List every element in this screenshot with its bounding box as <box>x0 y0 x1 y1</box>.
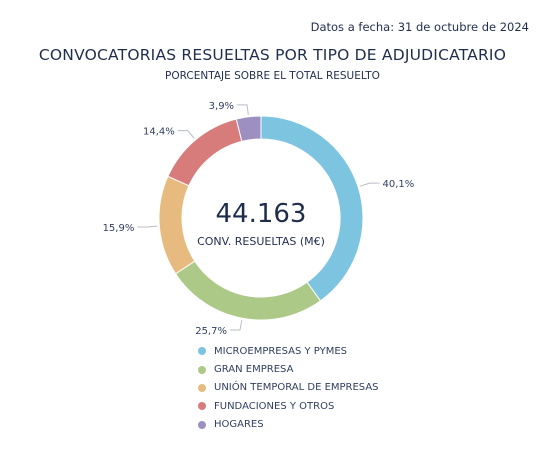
data-label-1: 25,7% <box>195 326 227 337</box>
slice-3[interactable] <box>167 118 243 187</box>
slice-1[interactable] <box>174 260 322 321</box>
center-value: 44.163 <box>216 199 307 229</box>
legend-dot <box>198 365 206 374</box>
legend-item[interactable]: GRAN EMPRESA <box>198 360 379 378</box>
legend-label: UNIÓN TEMPORAL DE EMPRESAS <box>214 382 379 394</box>
legend-item[interactable]: UNIÓN TEMPORAL DE EMPRESAS <box>198 379 379 397</box>
legend-label: GRAN EMPRESA <box>214 364 294 376</box>
slice-4[interactable] <box>235 115 262 142</box>
legend-item[interactable]: MICROEMPRESAS Y PYMES <box>198 342 379 360</box>
leader-line-1 <box>229 320 243 331</box>
center-label: CONV. RESUELTAS (M€) <box>197 235 325 248</box>
legend-item[interactable]: HOGARES <box>198 416 379 434</box>
data-label-3: 14,4% <box>143 127 175 138</box>
data-label-4: 3,9% <box>209 101 234 112</box>
legend-dot <box>198 347 206 356</box>
data-label-0: 40,1% <box>383 179 415 190</box>
leader-line-3 <box>177 130 195 139</box>
legend-label: FUNDACIONES Y OTROS <box>214 400 335 412</box>
legend-dot <box>198 402 206 411</box>
date-label: Datos a fecha: 31 de octubre de 2024 <box>310 20 529 34</box>
chart-subtitle: PORCENTAJE SOBRE EL TOTAL RESUELTO <box>165 70 380 82</box>
slice-2[interactable] <box>158 175 196 275</box>
legend-dot <box>198 383 206 392</box>
legend: MICROEMPRESAS Y PYMES GRAN EMPRESA UNIÓN T… <box>198 342 379 434</box>
data-labels: 40,1% 25,7% 15,9% 14,4% 3,9% <box>103 101 415 337</box>
leader-line-0 <box>359 182 380 187</box>
leader-line-2 <box>137 225 158 228</box>
legend-item[interactable]: FUNDACIONES Y OTROS <box>198 397 379 415</box>
legend-label: MICROEMPRESAS Y PYMES <box>214 345 348 357</box>
legend-label: HOGARES <box>214 419 264 431</box>
donut-slices <box>158 115 364 321</box>
chart-title: CONVOCATORIAS RESUELTAS POR TIPO DE ADJU… <box>38 46 507 64</box>
legend-dot <box>198 420 206 429</box>
leader-line-4 <box>237 104 249 115</box>
data-label-2: 15,9% <box>103 223 135 234</box>
